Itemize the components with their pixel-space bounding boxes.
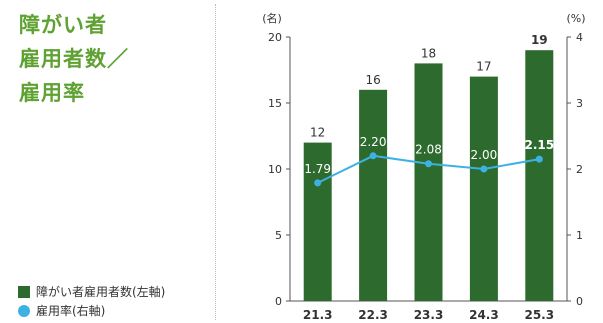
rate-point — [314, 179, 322, 187]
bar-value-label: 17 — [476, 60, 491, 74]
bar — [303, 142, 332, 301]
legend-swatch-square-icon — [18, 285, 30, 298]
y-right-tick-label: 3 — [576, 97, 583, 110]
y-left-tick-label: 0 — [275, 295, 282, 308]
legend-item-employees: 障がい者雇用者数(左軸) — [18, 282, 165, 301]
chart-title: 障がい者 雇用者数／ 雇用率 — [19, 8, 129, 110]
bar-value-label: 19 — [531, 33, 548, 47]
bar — [414, 63, 443, 302]
rate-point — [535, 155, 543, 163]
y-right-tick-label: 0 — [576, 295, 583, 308]
title-line-1: 障がい者 — [19, 13, 107, 37]
panel-divider — [215, 4, 217, 320]
legend-label-rate: 雇用率(右軸) — [36, 304, 106, 318]
rate-value-label: 2.20 — [360, 135, 387, 149]
y-right-tick-label: 4 — [576, 31, 583, 44]
bar — [469, 76, 498, 301]
y-right-tick-label: 1 — [576, 229, 583, 242]
bar-value-label: 12 — [310, 126, 325, 140]
chart-legend: 障がい者雇用者数(左軸) 雇用率(右軸) — [18, 282, 165, 320]
y-left-tick-label: 20 — [268, 31, 282, 44]
rate-value-label: 2.15 — [524, 138, 554, 152]
y-right-tick-label: 2 — [576, 163, 583, 176]
rate-point — [369, 152, 377, 160]
rate-value-label: 1.79 — [304, 162, 331, 176]
y-left-unit-label: (名) — [262, 11, 282, 25]
rate-point — [425, 160, 432, 168]
bar — [525, 50, 554, 302]
bar-value-label: 16 — [365, 73, 380, 87]
legend-label-employees: 障がい者雇用者数(左軸) — [36, 285, 166, 299]
rate-value-label: 2.08 — [415, 143, 442, 157]
x-tick-label: 24.3 — [469, 308, 499, 322]
rate-value-label: 2.00 — [471, 148, 498, 162]
y-left-tick-label: 10 — [268, 163, 282, 176]
title-line-2: 雇用者数／ — [19, 47, 129, 71]
legend-item-rate: 雇用率(右軸) — [18, 301, 165, 320]
x-tick-label: 25.3 — [524, 308, 554, 322]
y-right-unit-label: (%) — [566, 12, 585, 25]
rate-point — [480, 165, 488, 173]
y-left-tick-label: 15 — [268, 97, 282, 110]
x-tick-label: 23.3 — [414, 308, 444, 322]
x-tick-label: 21.3 — [303, 308, 333, 322]
y-left-tick-label: 5 — [275, 229, 282, 242]
x-tick-label: 22.3 — [358, 308, 388, 322]
legend-swatch-dot-icon — [18, 304, 30, 317]
title-line-3: 雇用率 — [19, 81, 85, 105]
bar-value-label: 18 — [421, 46, 436, 60]
bar — [359, 89, 388, 301]
